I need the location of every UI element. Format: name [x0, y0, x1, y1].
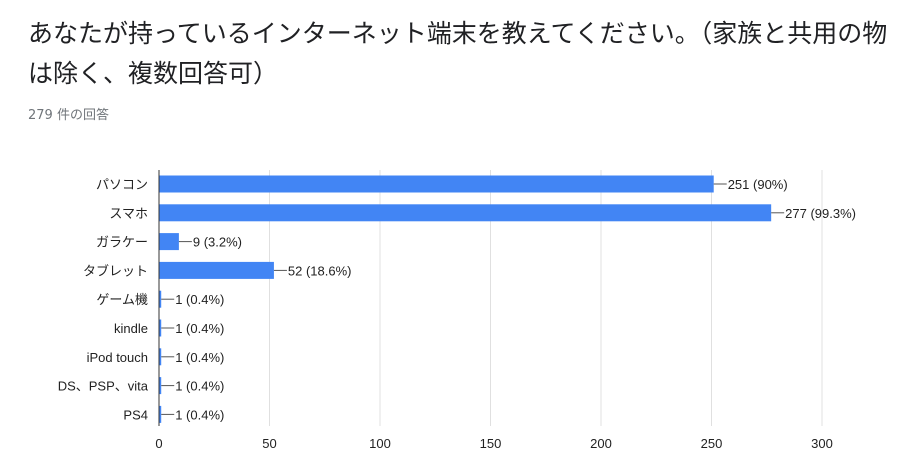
category-label: ガラケー [96, 235, 148, 250]
data-label: 9 (3.2%) [193, 235, 242, 250]
bar [159, 405, 162, 423]
data-label: 1 (0.4%) [175, 292, 224, 307]
x-tick-label: 250 [701, 436, 723, 451]
data-label: 1 (0.4%) [175, 350, 224, 365]
data-label: 1 (0.4%) [175, 379, 224, 394]
data-label: 277 (99.3%) [785, 206, 856, 221]
x-tick-label: 150 [480, 436, 502, 451]
category-label: パソコン [96, 177, 148, 192]
x-tick-label: 0 [155, 436, 162, 451]
category-label: iPod touch [87, 350, 148, 365]
category-label: kindle [114, 321, 148, 336]
question-title: あなたが持っているインターネット端末を教えてください。（家族と共用の物は除く、複… [28, 19, 888, 88]
x-tick-label: 200 [590, 436, 612, 451]
category-label: スマホ [109, 206, 148, 221]
bar [159, 377, 162, 395]
bar [159, 348, 162, 366]
bar [159, 319, 162, 337]
category-label: PS4 [123, 407, 148, 422]
category-label: DS、PSP、vita [58, 379, 149, 394]
data-label: 1 (0.4%) [175, 407, 224, 422]
category-label: ゲーム機 [96, 292, 148, 307]
bar [159, 261, 274, 279]
category-label: タブレット [83, 263, 148, 278]
data-label: 251 (90%) [728, 177, 788, 192]
x-tick-label: 100 [369, 436, 391, 451]
bar [159, 290, 162, 308]
data-label: 52 (18.6%) [288, 263, 352, 278]
data-label: 1 (0.4%) [175, 321, 224, 336]
bar [159, 233, 179, 251]
x-tick-label: 300 [811, 436, 833, 451]
bar [159, 204, 772, 222]
x-tick-label: 50 [262, 436, 276, 451]
bar [159, 175, 714, 193]
response-count: 279 件の回答 [28, 108, 109, 123]
bars: 251 (90%) 277 (99.3%) 9 (3.2%) 52 (18.6%) 1 … [159, 175, 856, 423]
